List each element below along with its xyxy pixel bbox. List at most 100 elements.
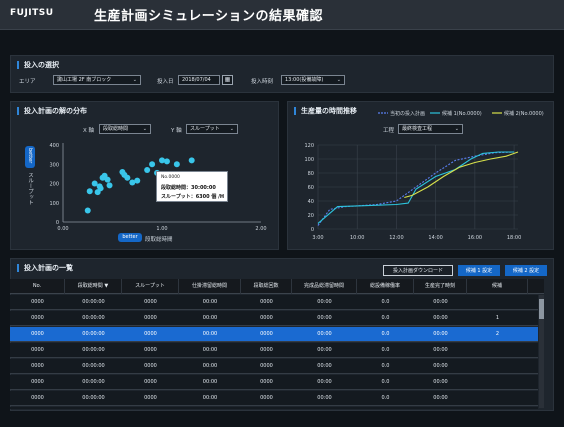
scatter-point <box>104 176 111 183</box>
y-tick-label: 20 <box>308 213 314 219</box>
table-cell: 0.0 <box>381 395 390 401</box>
table-cell <box>467 391 528 406</box>
table-cell: 00:00 <box>317 331 332 337</box>
table-cell <box>467 295 528 310</box>
table-cell: 00:00:00 <box>82 379 105 385</box>
table-cell: 0000 <box>144 379 157 385</box>
scatter-point <box>124 174 131 181</box>
candidate-2-button[interactable]: 候補 2 設定 <box>505 265 547 276</box>
process-select-value: 最終検査工程 <box>402 126 433 132</box>
distribution-title: 投入計画の解の分布 <box>17 107 87 115</box>
x-tick-label: 1.00 <box>156 226 167 232</box>
table-cell: 0000 <box>31 315 44 321</box>
y-axis-select[interactable]: スループット ⌄ <box>186 124 238 134</box>
table-cell: 00:00 <box>202 395 218 401</box>
table-cell: 0.0 <box>381 363 390 369</box>
x-tick-label: 16:00 <box>468 235 482 241</box>
table-cell: 0000 <box>31 395 44 401</box>
table-cell: 0.0 <box>381 331 390 337</box>
date-field-value: 2018/07/04 <box>182 77 211 83</box>
scatter-point <box>97 185 104 192</box>
candidate-1-button[interactable]: 候補 1 設定 <box>458 265 500 276</box>
table-cell: 0000 <box>260 331 273 337</box>
series-line <box>404 151 519 199</box>
tooltip-line1: 段取総時間：30:00:00 <box>161 185 216 191</box>
series-line <box>317 151 515 224</box>
table-cell: 0000 <box>31 331 44 337</box>
table-cell: 0000 <box>144 299 157 305</box>
chevron-down-icon: ⌄ <box>132 77 137 83</box>
table-row[interactable]: 0000 00:00:00 0000 00:00 0000 00:00 0.0 00:00 2 <box>10 327 538 342</box>
scatter-point <box>149 161 156 168</box>
table-cell: 00:00:00 <box>82 347 105 353</box>
y-tick-label: 0 <box>56 220 59 226</box>
y-axis-name: スループット <box>27 172 33 205</box>
process-select[interactable]: 最終検査工程 ⌄ <box>398 124 463 134</box>
point-tooltip: No.0000 段取総時間：30:00:00 スループット：6300 個 /H <box>156 171 228 202</box>
line-chart: 0 20 40 60 80 100 120 3:00 10:00 12:00 14:00 16:00 1… <box>304 110 544 241</box>
date-field[interactable]: 2018/07/04 <box>178 75 220 85</box>
download-button[interactable]: 投入計画ダウンロード <box>383 265 453 276</box>
table-cell: 0000 <box>260 315 273 321</box>
area-label: エリア <box>19 79 36 85</box>
calendar-icon[interactable]: ▦ <box>222 75 233 85</box>
area-select-value: 諏山工場 2F 南ブロック <box>57 77 112 83</box>
scatter-point <box>91 180 98 187</box>
area-select[interactable]: 諏山工場 2F 南ブロック ⌄ <box>53 75 141 85</box>
chevron-down-icon: ⌄ <box>336 77 341 83</box>
table-header: No. 段取総時間 ▼ スループット 仕掛滞留総時間 段取総回数 完成品総滞留時間 総設備稼… <box>10 279 544 294</box>
y-tick-label: 100 <box>49 201 59 207</box>
chevron-down-icon: ⌄ <box>454 126 459 132</box>
table-cell: 0000 <box>260 347 273 353</box>
table-cell: 0000 <box>144 395 157 401</box>
legend-label: 当初の投入計画 <box>390 110 425 117</box>
table-cell: 1 <box>495 315 500 321</box>
legend-label: 候補 2(No.0000) <box>504 110 544 117</box>
y-axis-select-label: Y 軸 <box>171 128 182 134</box>
scatter-chart: 0 100 200 300 400 0.00 1.00 2.00 <box>49 143 267 232</box>
timeseries-panel: 生産量の時間推移 工程 最終検査工程 ⌄ 0 20 40 60 80 100 120 3:00… <box>287 101 554 250</box>
table-cell: 00:00:00 <box>82 331 105 337</box>
plan-list-title: 投入計画の一覧 <box>17 264 73 272</box>
scatter-point <box>106 182 113 189</box>
time-select[interactable]: 13:00(投備故障) ⌄ <box>281 75 345 85</box>
table-cell: 0000 <box>144 331 157 337</box>
table-row[interactable]: 0000 00:00:00 0000 00:00 0000 00:00 0.0 00:00 1 <box>10 311 538 326</box>
table-cell: 00:00 <box>433 331 448 337</box>
column-header: 仕掛滞留総時間 <box>179 279 241 294</box>
column-header[interactable]: 段取総時間 ▼ <box>65 279 122 294</box>
y-tick-label: 100 <box>304 157 314 163</box>
table-cell: 00:00 <box>202 347 218 353</box>
table-cell: 0000 <box>260 363 273 369</box>
table-cell: 00:00 <box>317 395 332 401</box>
tooltip-line2: スループット：6300 個 /H <box>161 194 225 200</box>
table-cell: 0.0 <box>381 315 390 321</box>
table-cell: 00:00 <box>317 347 332 353</box>
table-cell: 00:00 <box>317 379 332 385</box>
x-better-badge: better <box>118 233 142 242</box>
x-axis-select-value: 段取総時間 <box>103 126 129 132</box>
x-tick-label: 12:00 <box>389 235 403 241</box>
scrollbar-thumb[interactable] <box>539 299 544 319</box>
table-cell: 0000 <box>144 347 157 353</box>
scatter-point <box>134 177 141 184</box>
table-cell: 00:00:00 <box>82 299 105 305</box>
table-cell: 0000 <box>31 347 44 353</box>
table-cell: 00:00:00 <box>82 315 105 321</box>
process-label: 工程 <box>383 128 395 134</box>
x-axis-select[interactable]: 段取総時間 ⌄ <box>99 124 151 134</box>
table-cell: 00:00 <box>433 395 448 401</box>
y-tick-label: 200 <box>49 182 59 188</box>
table-cell: 00:00:00 <box>82 395 105 401</box>
x-axis-select-label: X 軸 <box>83 128 95 134</box>
table-scrollbar[interactable] <box>539 295 544 408</box>
distribution-panel: 投入計画の解の分布 X 軸 段取総時間 ⌄ Y 軸 スループット ⌄ 0 100 2… <box>10 101 279 250</box>
table-cell <box>467 407 528 409</box>
table-cell: 0.0 <box>381 299 390 305</box>
